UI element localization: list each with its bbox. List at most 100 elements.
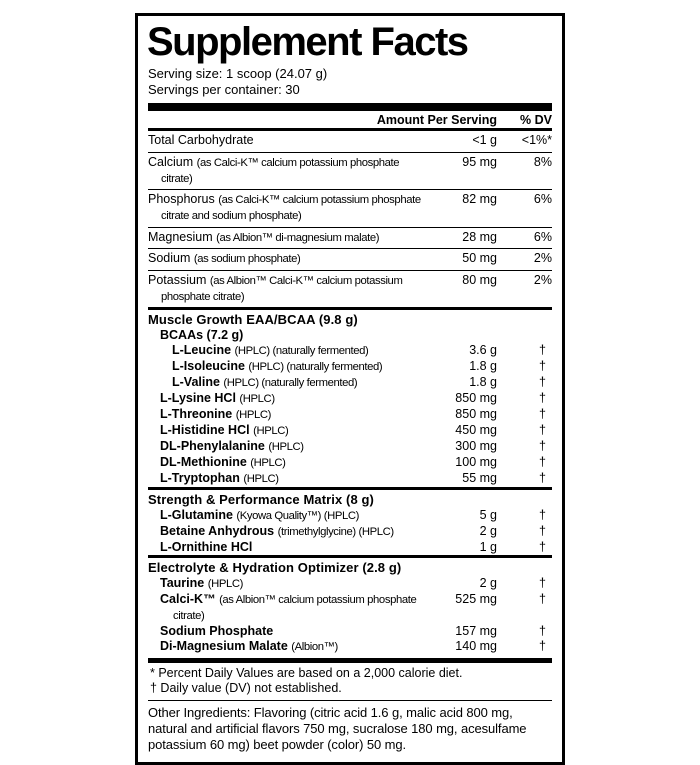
ingredient-name-text: Calci-K™ (160, 591, 216, 606)
ingredient-dv: † (539, 406, 546, 421)
ingredient-dv: † (539, 638, 546, 653)
ingredient-name: L-Leucine (HPLC) (naturally fermented) (172, 343, 425, 359)
nutrient-name: Calcium (as Calci-K™ calcium potassium p… (148, 155, 425, 187)
nutrient-row-total-carbohydrate: Total Carbohydrate <1 g <1%* (148, 131, 552, 153)
other-ingredients-text: Other Ingredients: Flavoring (citric aci… (148, 704, 527, 752)
ingredient-row-l-tryptophan: L-Tryptophan (HPLC) 55 mg † (148, 471, 552, 487)
ingredient-amount: 5 g (479, 507, 497, 522)
column-header-row: Amount Per Serving % DV (148, 111, 552, 128)
servings-per-container: Servings per container: 30 (148, 82, 300, 97)
ingredient-name-text: L-Isoleucine (172, 358, 245, 373)
ingredient-dv: † (539, 454, 546, 469)
nutrient-dv: 6% (533, 192, 552, 206)
ingredient-row-l-glutamine: L-Glutamine (Kyowa Quality™) (HPLC) 5 g … (148, 508, 552, 524)
footnote-dv-not-established: † Daily value (DV) not established. (150, 680, 342, 695)
nutrient-name: Phosphorus (as Calci-K™ calcium potassiu… (148, 192, 425, 224)
ingredient-row-di-magnesium-malate: Di-Magnesium Malate (Albion™) 140 mg † (148, 639, 552, 655)
ingredient-amount: 1 g (479, 539, 497, 554)
ingredient-amount: 157 mg (455, 623, 497, 638)
ingredient-name: L-Threonine (HPLC) (160, 407, 425, 423)
ingredient-name: L-Glutamine (Kyowa Quality™) (HPLC) (160, 508, 425, 524)
ingredient-desc: (HPLC) (250, 456, 286, 469)
ingredient-row-betaine-anhydrous: Betaine Anhydrous (trimethylglycine) (HP… (148, 524, 552, 540)
ingredient-dv: † (539, 422, 546, 437)
ingredient-desc: (HPLC) (268, 440, 304, 453)
nutrient-amount: 50 mg (462, 251, 497, 265)
ingredient-name: BCAAs (7.2 g) (160, 327, 244, 342)
nutrient-dv: <1%* (521, 133, 552, 147)
header-rule (148, 128, 552, 131)
ingredient-name: DL-Phenylalanine (HPLC) (160, 439, 425, 455)
ingredient-name: Sodium Phosphate (160, 624, 425, 639)
nutrient-dv: 2% (533, 272, 552, 287)
ingredient-dv: † (539, 470, 546, 485)
ingredient-row-l-isoleucine: L-Isoleucine (HPLC) (naturally fermented… (148, 359, 552, 375)
ingredient-name: L-Tryptophan (HPLC) (160, 471, 425, 487)
dv-header: % DV (520, 113, 552, 127)
ingredient-dv: † (539, 575, 546, 590)
nutrient-name-text: Magnesium (148, 229, 213, 244)
nutrient-amount: <1 g (472, 133, 497, 147)
footnote-daily-values: * Percent Daily Values are based on a 2,… (150, 665, 463, 680)
ingredient-name-text: L-Leucine (172, 342, 232, 357)
nutrient-name-text: Total Carbohydrate (148, 133, 254, 147)
ingredient-amount: 1.8 g (469, 374, 497, 389)
ingredient-amount: 525 mg (455, 591, 497, 606)
ingredient-row-taurine: Taurine (HPLC) 2 g † (148, 576, 552, 592)
ingredient-name-text: L-Ornithine HCl (160, 539, 253, 554)
nutrient-desc: (as Calci-K™ calcium potassium phosphate… (161, 194, 421, 222)
ingredient-name: Betaine Anhydrous (trimethylglycine) (HP… (160, 524, 425, 540)
nutrient-amount: 82 mg (462, 192, 497, 206)
nutrient-dv: 6% (533, 229, 552, 244)
serving-size: Serving size: 1 scoop (24.07 g) (148, 66, 328, 81)
ingredient-amount: 850 mg (455, 406, 497, 421)
thick-rule-top (148, 103, 552, 111)
ingredient-name: L-Isoleucine (HPLC) (naturally fermented… (172, 359, 425, 375)
nutrient-desc: (as Albion™ di-magnesium malate) (216, 231, 380, 244)
ingredient-desc: (as Albion™ calcium potassium phosphate … (173, 593, 417, 622)
nutrient-name: Total Carbohydrate (148, 133, 425, 149)
ingredient-name: Taurine (HPLC) (160, 576, 425, 592)
amount-per-serving-header: Amount Per Serving (376, 113, 497, 127)
section-header-strength-performance: Strength & Performance Matrix (8 g) (148, 491, 374, 507)
ingredient-dv: † (539, 591, 546, 606)
ingredient-dv: † (539, 374, 546, 389)
ingredient-name-text: Sodium Phosphate (160, 623, 274, 638)
nutrient-desc: (as Albion™ Calci-K™ calcium potassium p… (161, 274, 403, 303)
nutrient-dv: 8% (533, 154, 552, 169)
ingredient-row-sodium-phosphate: Sodium Phosphate 157 mg † (148, 624, 552, 639)
section-header-electrolyte-hydration: Electrolyte & Hydration Optimizer (2.8 g… (148, 559, 402, 575)
ingredient-row-l-leucine: L-Leucine (HPLC) (naturally fermented) 3… (148, 343, 552, 359)
ingredient-name: DL-Methionine (HPLC) (160, 455, 425, 471)
panel-title: Supplement Facts (147, 20, 469, 64)
ingredient-desc: (HPLC) (239, 392, 275, 405)
nutrient-row-phosphorus: Phosphorus (as Calci-K™ calcium potassiu… (148, 190, 552, 228)
ingredient-dv: † (539, 342, 546, 357)
ingredient-name-text: L-Valine (172, 374, 220, 389)
ingredient-name: Calci-K™ (as Albion™ calcium potassium p… (160, 592, 425, 624)
ingredient-name: L-Valine (HPLC) (naturally fermented) (172, 375, 425, 391)
nutrient-name: Sodium (as sodium phosphate) (148, 251, 425, 267)
nutrient-name: Magnesium (as Albion™ di-magnesium malat… (148, 230, 425, 246)
ingredient-row-l-threonine: L-Threonine (HPLC) 850 mg † (148, 407, 552, 423)
ingredient-amount: 450 mg (455, 422, 497, 437)
ingredient-name-text: Betaine Anhydrous (160, 523, 275, 538)
nutrient-desc: (as Calci-K™ calcium potassium phosphate… (161, 156, 400, 185)
ingredient-dv: † (539, 623, 546, 638)
section-rule (148, 306, 552, 310)
ingredient-desc: (HPLC) (naturally fermented) (234, 344, 369, 357)
ingredient-amount: 2 g (479, 575, 497, 590)
nutrient-row-magnesium: Magnesium (as Albion™ di-magnesium malat… (148, 228, 552, 249)
ingredient-name-text: DL-Methionine (160, 454, 247, 469)
nutrient-amount: 80 mg (462, 272, 497, 287)
ingredient-desc: (HPLC) (naturally fermented) (248, 360, 383, 373)
ingredient-dv: † (539, 539, 546, 554)
nutrient-desc: (as sodium phosphate) (193, 253, 301, 265)
ingredient-row-bcaas: BCAAs (7.2 g) (148, 328, 552, 343)
section-header-muscle-growth: Muscle Growth EAA/BCAA (9.8 g) (148, 311, 358, 327)
ingredient-name-text: L-Tryptophan (160, 470, 240, 485)
nutrient-amount: 28 mg (462, 229, 497, 244)
ingredient-amount: 850 mg (455, 390, 497, 405)
ingredient-name-text: L-Threonine (160, 406, 233, 421)
nutrient-dv: 2% (533, 251, 552, 265)
